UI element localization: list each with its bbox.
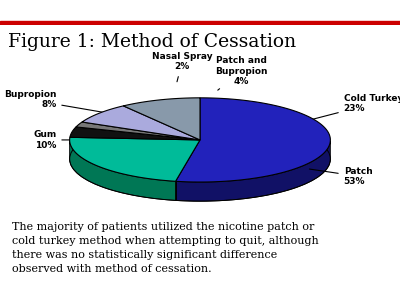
Polygon shape: [176, 98, 330, 182]
Polygon shape: [176, 141, 330, 201]
Text: Bupropion
8%: Bupropion 8%: [4, 90, 106, 113]
Text: Cold Turkey
23%: Cold Turkey 23%: [309, 94, 400, 120]
Text: Gum
10%: Gum 10%: [33, 130, 96, 150]
Text: Medscape®    www.medscape.com: Medscape® www.medscape.com: [8, 6, 191, 16]
Text: The majority of patients utilized the nicotine patch or
cold turkey method when : The majority of patients utilized the ni…: [12, 222, 319, 274]
Polygon shape: [123, 98, 200, 140]
Text: Patch
53%: Patch 53%: [310, 167, 372, 186]
Bar: [0, 21, 400, 25]
Polygon shape: [70, 140, 176, 200]
Polygon shape: [82, 106, 200, 140]
Text: Patch and
Bupropion
4%: Patch and Bupropion 4%: [215, 56, 268, 90]
Polygon shape: [70, 137, 200, 181]
Polygon shape: [70, 127, 200, 140]
Polygon shape: [76, 122, 200, 140]
Text: Figure 1: Method of Cessation: Figure 1: Method of Cessation: [8, 33, 296, 51]
Text: Nasal Spray
2%: Nasal Spray 2%: [152, 52, 212, 82]
